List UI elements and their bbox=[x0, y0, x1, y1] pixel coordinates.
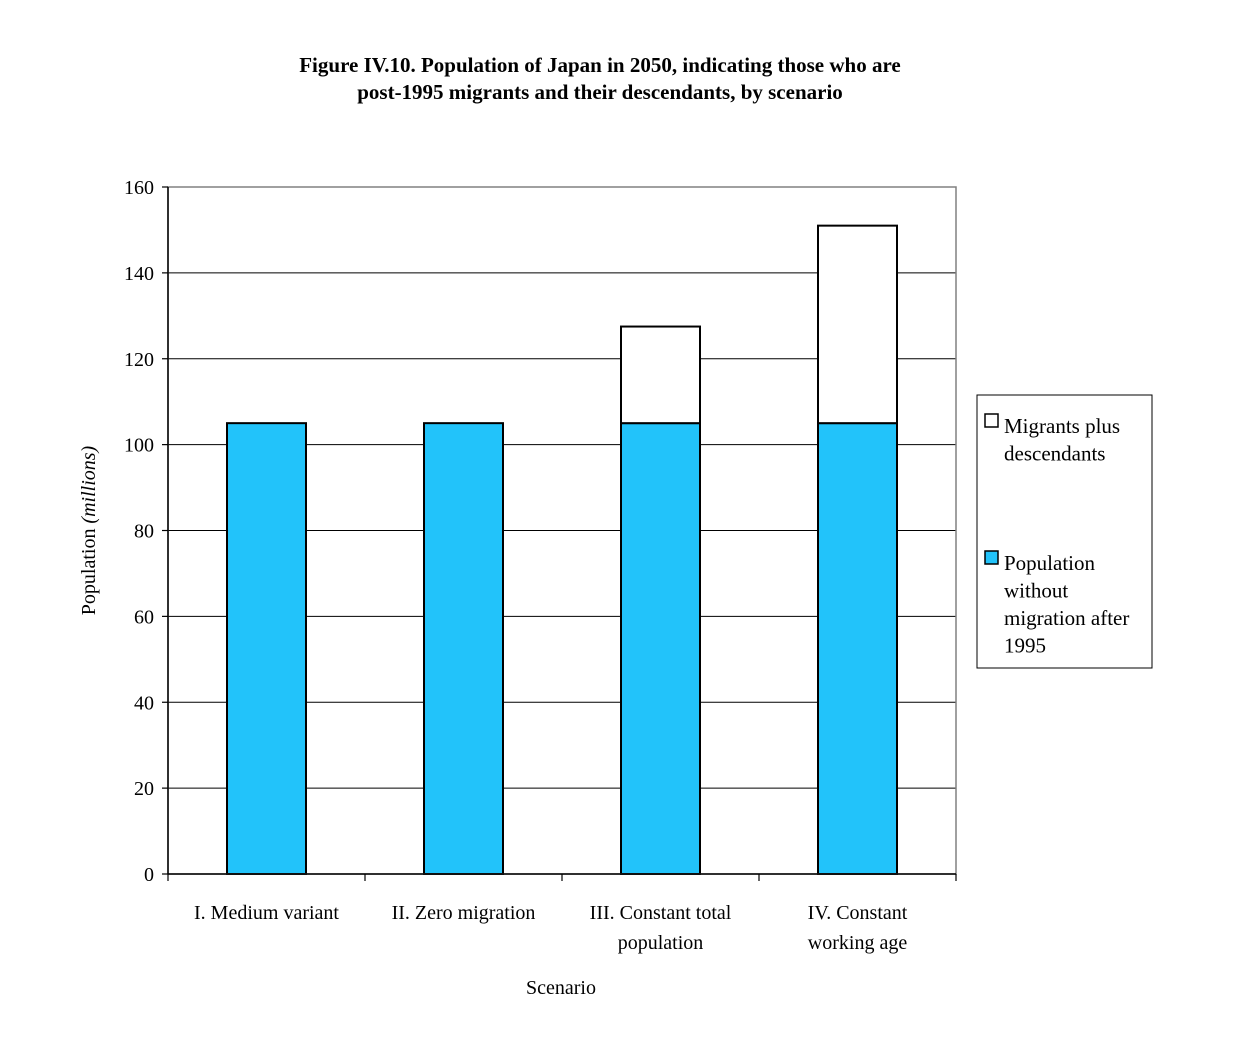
bar bbox=[620, 325, 701, 425]
y-tick-label: 0 bbox=[144, 864, 154, 886]
y-axis-title-unit: (millions) bbox=[78, 445, 100, 523]
x-category-label: population bbox=[618, 932, 704, 954]
legend-label: 1995 bbox=[1004, 634, 1046, 658]
legend-swatch bbox=[984, 413, 999, 428]
legend-label: without bbox=[1004, 579, 1068, 603]
legend-label: Migrants plus bbox=[1004, 414, 1120, 438]
bar bbox=[620, 422, 701, 875]
y-tick-labels: 0 20 40 60 80 100 120 140 160 bbox=[124, 177, 154, 886]
legend-label: migration after bbox=[1004, 606, 1129, 630]
y-tick-label: 40 bbox=[134, 692, 154, 714]
bars bbox=[226, 224, 898, 875]
x-category-label: IV. Constant bbox=[808, 902, 908, 924]
x-axis-title: Scenario bbox=[526, 977, 596, 999]
y-tick-label: 100 bbox=[124, 435, 154, 457]
axes bbox=[162, 186, 957, 881]
x-category-label: I. Medium variant bbox=[194, 902, 339, 924]
y-tick-label: 20 bbox=[134, 778, 154, 800]
bar bbox=[226, 422, 307, 875]
legend-label: descendants bbox=[1004, 442, 1105, 466]
chart-title: Figure IV.10. Population of Japan in 205… bbox=[150, 52, 1050, 106]
y-tick-label: 80 bbox=[134, 521, 154, 543]
legend-label: Population bbox=[1004, 551, 1096, 575]
legend-swatch bbox=[984, 550, 999, 565]
y-tick-label: 140 bbox=[124, 263, 154, 285]
bar bbox=[817, 224, 898, 425]
x-category-label: working age bbox=[808, 932, 908, 954]
x-category-labels: I. Medium variant II. Zero migration III. … bbox=[194, 902, 908, 954]
bar bbox=[423, 422, 504, 875]
y-tick-label: 160 bbox=[124, 177, 154, 199]
x-category-label: III. Constant total bbox=[590, 902, 732, 924]
legend-box bbox=[976, 394, 1153, 669]
y-axis-title: Population (millions) bbox=[78, 445, 100, 615]
chart-title-line-2: post-1995 migrants and their descendants… bbox=[357, 80, 843, 104]
chart-title-line-1: Figure IV.10. Population of Japan in 205… bbox=[299, 53, 901, 77]
x-category-label: II. Zero migration bbox=[392, 902, 536, 924]
bar bbox=[817, 422, 898, 875]
y-tick-label: 60 bbox=[134, 606, 154, 628]
y-axis-title-main: Population bbox=[78, 524, 100, 616]
legend: Migrants plus descendants Population withou… bbox=[976, 394, 1153, 669]
y-tick-label: 120 bbox=[124, 349, 154, 371]
